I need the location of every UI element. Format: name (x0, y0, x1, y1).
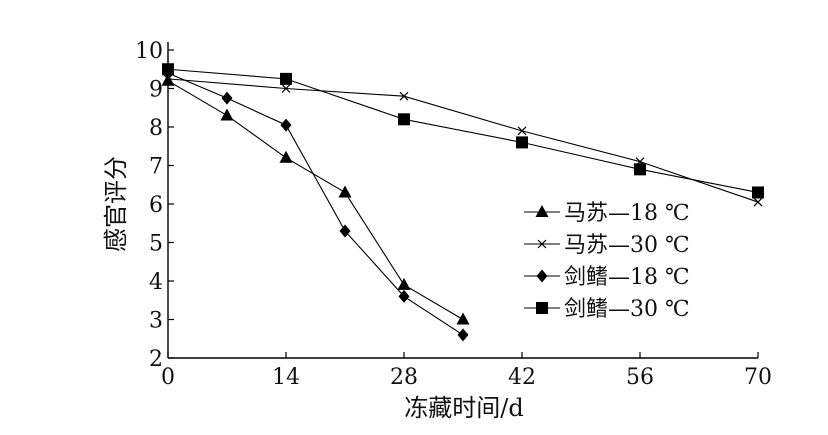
legend-label: 马苏—18 ℃ (564, 201, 690, 226)
x-tick-label: 14 (272, 365, 300, 390)
y-tick-label: 6 (149, 193, 163, 218)
x-marker-stroke (753, 197, 763, 207)
y-tick-label: 9 (149, 78, 163, 103)
data-point (752, 186, 764, 199)
data-point (398, 289, 410, 303)
data-point (162, 63, 174, 76)
data-point (281, 84, 291, 93)
data-point (753, 197, 763, 207)
x-tick-label: 42 (508, 365, 536, 390)
data-point (220, 108, 234, 121)
legend-label: 剑鳍—30 ℃ (564, 297, 690, 322)
x-tick-label: 56 (626, 365, 654, 390)
legend-item: 剑鳍—30 ℃ (524, 297, 690, 322)
series-line (167, 68, 759, 193)
series-line (167, 72, 464, 336)
y-axis-title: 感官评分 (102, 156, 130, 252)
data-point (279, 150, 293, 163)
y-tick-label: 10 (135, 39, 163, 64)
x-tick-label: 70 (744, 365, 772, 390)
legend-marker (536, 269, 548, 283)
legend-marker (537, 239, 547, 249)
data-point (517, 126, 527, 136)
series-layer (161, 63, 764, 342)
x-axis-title: 冻藏时间/d (404, 394, 523, 422)
legend: 马苏—18 ℃ 马苏—30 ℃ 剑鳍—18 ℃ 剑鳍—30 ℃ (524, 201, 690, 322)
x-marker-stroke (399, 91, 409, 101)
data-point (399, 91, 409, 101)
data-point (280, 118, 292, 132)
data-point (338, 185, 352, 198)
data-point (634, 163, 646, 176)
y-tick-label: 3 (149, 309, 163, 334)
y-tick-label: 4 (149, 270, 163, 295)
series-line (167, 80, 464, 320)
y-tick-label: 2 (149, 347, 163, 372)
legend-item: 马苏—30 ℃ (524, 233, 690, 258)
series-1 (163, 74, 763, 207)
legend-marker (536, 302, 548, 314)
x-marker-stroke (517, 126, 527, 136)
data-point (339, 224, 351, 238)
data-point (221, 91, 233, 105)
x-marker-stroke (537, 239, 547, 249)
y-tick-label: 5 (149, 232, 163, 257)
x-tick-label: 28 (390, 365, 418, 390)
legend-label: 剑鳍—18 ℃ (564, 265, 690, 290)
data-point (516, 136, 528, 149)
x-tick-label: 0 (161, 365, 175, 390)
data-point (457, 328, 469, 342)
y-tick-label: 7 (149, 155, 163, 180)
series-3 (162, 63, 764, 199)
data-point (398, 113, 410, 126)
legend-item: 马苏—18 ℃ (524, 201, 690, 226)
legend-marker (535, 205, 549, 217)
x-marker-stroke (281, 84, 291, 93)
series-0 (161, 73, 470, 325)
y-tick-label: 8 (149, 116, 163, 141)
data-point (397, 277, 411, 290)
legend-item: 剑鳍—18 ℃ (524, 265, 690, 290)
data-point (456, 312, 470, 325)
legend-label: 马苏—30 ℃ (564, 233, 690, 258)
series-line (167, 78, 759, 203)
series-2 (162, 66, 469, 342)
data-point (280, 72, 292, 85)
